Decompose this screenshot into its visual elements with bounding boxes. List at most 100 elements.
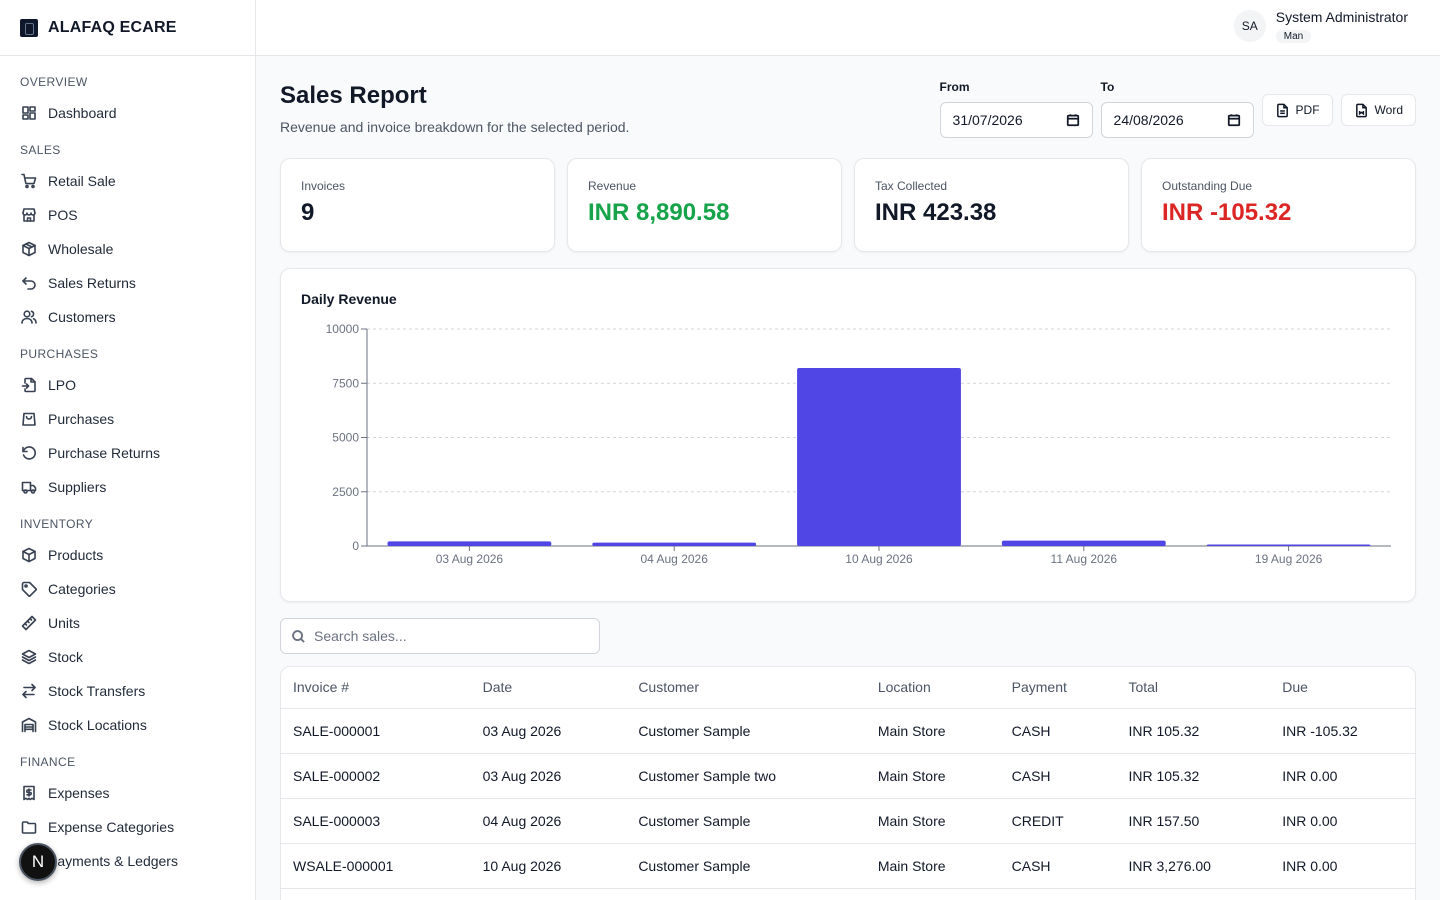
users-icon (20, 308, 38, 326)
column-header[interactable]: Location (865, 667, 1000, 709)
column-header[interactable]: Invoice # (281, 667, 471, 709)
table-cell: INR 105.32 (1116, 753, 1271, 799)
nav-section: FINANCE Expenses Expense Categories Payment… (0, 752, 255, 878)
from-date-value: 31/07/2026 (952, 112, 1023, 128)
nav-section-title: PURCHASES (20, 347, 99, 361)
sidebar-item-customers[interactable]: Customers (0, 300, 255, 334)
nav-section-title: OVERVIEW (20, 75, 88, 89)
sidebar-item-label: Products (48, 547, 104, 563)
sidebar-item-stock-locations[interactable]: Stock Locations (0, 708, 255, 742)
warehouse-icon (20, 716, 38, 734)
sidebar-item-products[interactable]: Products (0, 538, 255, 572)
sidebar-item-label: Sales Returns (48, 275, 136, 291)
sidebar-item-label: Purchases (48, 411, 115, 427)
search-box[interactable] (280, 618, 600, 654)
sidebar-item-label: LPO (48, 377, 77, 393)
stat-cards: Invoices 9 Revenue INR 8,890.58 Tax Collecte… (280, 158, 1416, 252)
column-header[interactable]: Due (1270, 667, 1415, 709)
sidebar-item-stock-transfers[interactable]: Stock Transfers (0, 674, 255, 708)
word-label: Word (1374, 103, 1403, 117)
sidebar-item-purchases[interactable]: Purchases (0, 402, 255, 436)
table-cell: 03 Aug 2026 (470, 753, 627, 799)
brand[interactable]: ALAFAQ ECARE (0, 0, 255, 56)
nav-section-title: SALES (20, 143, 61, 157)
revenue-bar[interactable] (797, 368, 961, 546)
sidebar-item-lpo[interactable]: LPO (0, 368, 255, 402)
sidebar-item-label: Customers (48, 309, 116, 325)
table-cell: Main Store (865, 708, 1000, 754)
avatar[interactable]: SA (1233, 10, 1266, 42)
column-header[interactable]: Date (470, 667, 627, 709)
sidebar-item-categories[interactable]: Categories (0, 572, 255, 606)
table-cell: INR 0.00 (1270, 753, 1415, 799)
table-row[interactable]: SALE-000002 03 Aug 2026 Customer Sample tw… (281, 753, 1415, 799)
table-row[interactable]: SALE-000003 04 Aug 2026 Customer Sample Mai… (281, 798, 1415, 844)
calendar-icon[interactable] (1227, 113, 1241, 127)
sidebar-item-pos[interactable]: POS (0, 198, 255, 232)
from-date-input[interactable]: 31/07/2026 (939, 102, 1093, 138)
transfer-icon (20, 682, 38, 700)
cart-icon (20, 172, 38, 190)
x-tick-label: 10 Aug 2026 (845, 552, 913, 566)
chart-title: Daily Revenue (301, 291, 397, 307)
sidebar-item-expense-categories[interactable]: Expense Categories (0, 810, 255, 844)
revenue-bar[interactable] (592, 542, 757, 546)
calendar-icon[interactable] (1066, 113, 1080, 127)
sidebar-item-label: Expenses (48, 785, 110, 801)
table-cell: Customer Sample (626, 798, 866, 844)
sidebar-item-stock[interactable]: Stock (0, 640, 255, 674)
revenue-bar[interactable] (1001, 540, 1166, 546)
sidebar-item-expenses[interactable]: Expenses (0, 776, 255, 810)
badge-letter: N (31, 852, 45, 871)
table-row[interactable]: SALE-000001 03 Aug 2026 Customer Sample Mai… (281, 708, 1415, 754)
table-cell: SALE-000003 (281, 798, 471, 844)
sidebar-item-purchase-returns[interactable]: Purchase Returns (0, 436, 255, 470)
sidebar-item-units[interactable]: Units (0, 606, 255, 640)
table-cell: INR 105.32 (1116, 708, 1271, 754)
table-cell: CREDIT (999, 798, 1117, 844)
table-cell: INR 3,276.00 (1116, 843, 1271, 889)
column-header[interactable]: Customer (626, 667, 866, 709)
column-header[interactable]: Payment (999, 667, 1117, 709)
sidebar-item-label: Expense Categories (48, 819, 175, 835)
user-name: System Administrator (1275, 9, 1408, 25)
revenue-bar[interactable] (1206, 544, 1371, 546)
dev-tools-badge[interactable]: N (19, 843, 57, 881)
topbar: SA System Administrator Man (256, 0, 1440, 56)
y-tick-label: 0 (352, 539, 359, 553)
y-tick-label: 2500 (332, 485, 359, 499)
column-header[interactable]: Total (1116, 667, 1271, 709)
search-input[interactable] (314, 628, 584, 644)
y-tick-label: 7500 (332, 376, 359, 390)
table-cell: Customer Sample (626, 708, 866, 754)
table-cell: CASH (999, 843, 1117, 889)
export-pdf-button[interactable]: PDF (1261, 94, 1333, 126)
to-date-input[interactable]: 24/08/2026 (1100, 102, 1254, 138)
nav-section: INVENTORY Products Categories Units Stock Sto… (0, 514, 255, 742)
sidebar-item-retail-sale[interactable]: Retail Sale (0, 164, 255, 198)
user-role-badge: Man (1275, 30, 1312, 43)
table-row[interactable]: WSALE-000001 10 Aug 2026 Customer Sample Ma… (281, 843, 1415, 889)
layers-icon (20, 648, 38, 666)
user-menu[interactable]: SA System Administrator Man (1233, 8, 1408, 44)
sidebar-item-suppliers[interactable]: Suppliers (0, 470, 255, 504)
sidebar-item-wholesale[interactable]: Wholesale (0, 232, 255, 266)
page-title: Sales Report (280, 82, 427, 109)
sidebar-item-label: Stock Locations (48, 717, 147, 733)
x-tick-label: 03 Aug 2026 (436, 552, 504, 566)
nav-section: OVERVIEW Dashboard (0, 72, 255, 130)
table-cell: Customer Sample two (626, 753, 866, 799)
sidebar-item-dashboard[interactable]: Dashboard (0, 96, 255, 130)
box-icon (20, 546, 38, 564)
sidebar-item-label: Purchase Returns (48, 445, 161, 461)
nav-section-title: FINANCE (20, 755, 76, 769)
sidebar-item-label: Units (48, 615, 80, 631)
sidebar-item-sales-returns[interactable]: Sales Returns (0, 266, 255, 300)
brand-name: ALAFAQ ECARE (48, 18, 177, 36)
table-cell: CASH (999, 753, 1117, 799)
stat-value: INR 423.38 (875, 199, 997, 226)
undo-icon (20, 274, 38, 292)
export-word-button[interactable]: Word (1340, 94, 1416, 126)
revenue-bar[interactable] (387, 541, 552, 546)
stat-card-tax-collected: Tax Collected INR 423.38 (854, 158, 1129, 252)
